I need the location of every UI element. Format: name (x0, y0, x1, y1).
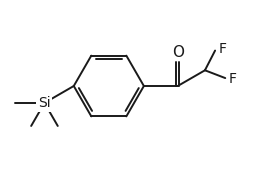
Text: F: F (229, 72, 237, 85)
Text: F: F (218, 42, 226, 56)
Text: O: O (172, 45, 184, 60)
Text: Si: Si (38, 96, 51, 110)
